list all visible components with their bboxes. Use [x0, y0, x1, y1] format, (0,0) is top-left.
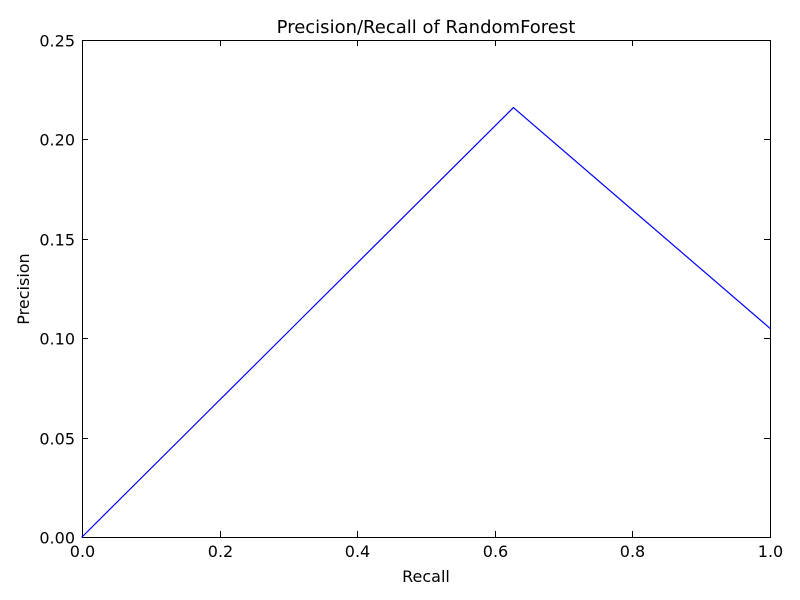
data-point — [81, 536, 83, 538]
x-tick-label: 1.0 — [758, 542, 783, 561]
y-tick-label: 0.05 — [39, 430, 75, 449]
axis-ticks: 0.0 0.2 0.4 0.6 0.8 1.0 0.00 0.05 0.10 0.15 0.20 0.… — [39, 32, 783, 562]
data-point — [512, 107, 515, 109]
x-axis-label: Recall — [402, 567, 450, 586]
y-tick-label: 0.10 — [39, 330, 75, 349]
series-group — [81, 106, 771, 538]
x-tick-label: 0.0 — [70, 542, 95, 561]
y-tick-label: 0.15 — [39, 231, 75, 250]
x-tick-label: 0.6 — [483, 542, 508, 561]
data-point — [769, 327, 771, 329]
plot-area — [82, 40, 771, 538]
y-tick-label: 0.25 — [39, 32, 75, 51]
x-tick-label: 0.2 — [208, 542, 233, 561]
y-axis-label: Precision — [14, 253, 33, 324]
series-line-0 — [81, 106, 771, 538]
x-tick-label: 0.8 — [620, 542, 645, 561]
chart-title: Precision/Recall of RandomForest — [277, 17, 576, 38]
y-tick-label: 0.20 — [39, 131, 75, 150]
x-tick-label: 0.4 — [345, 542, 370, 561]
y-tick-label: 0.00 — [39, 529, 75, 548]
